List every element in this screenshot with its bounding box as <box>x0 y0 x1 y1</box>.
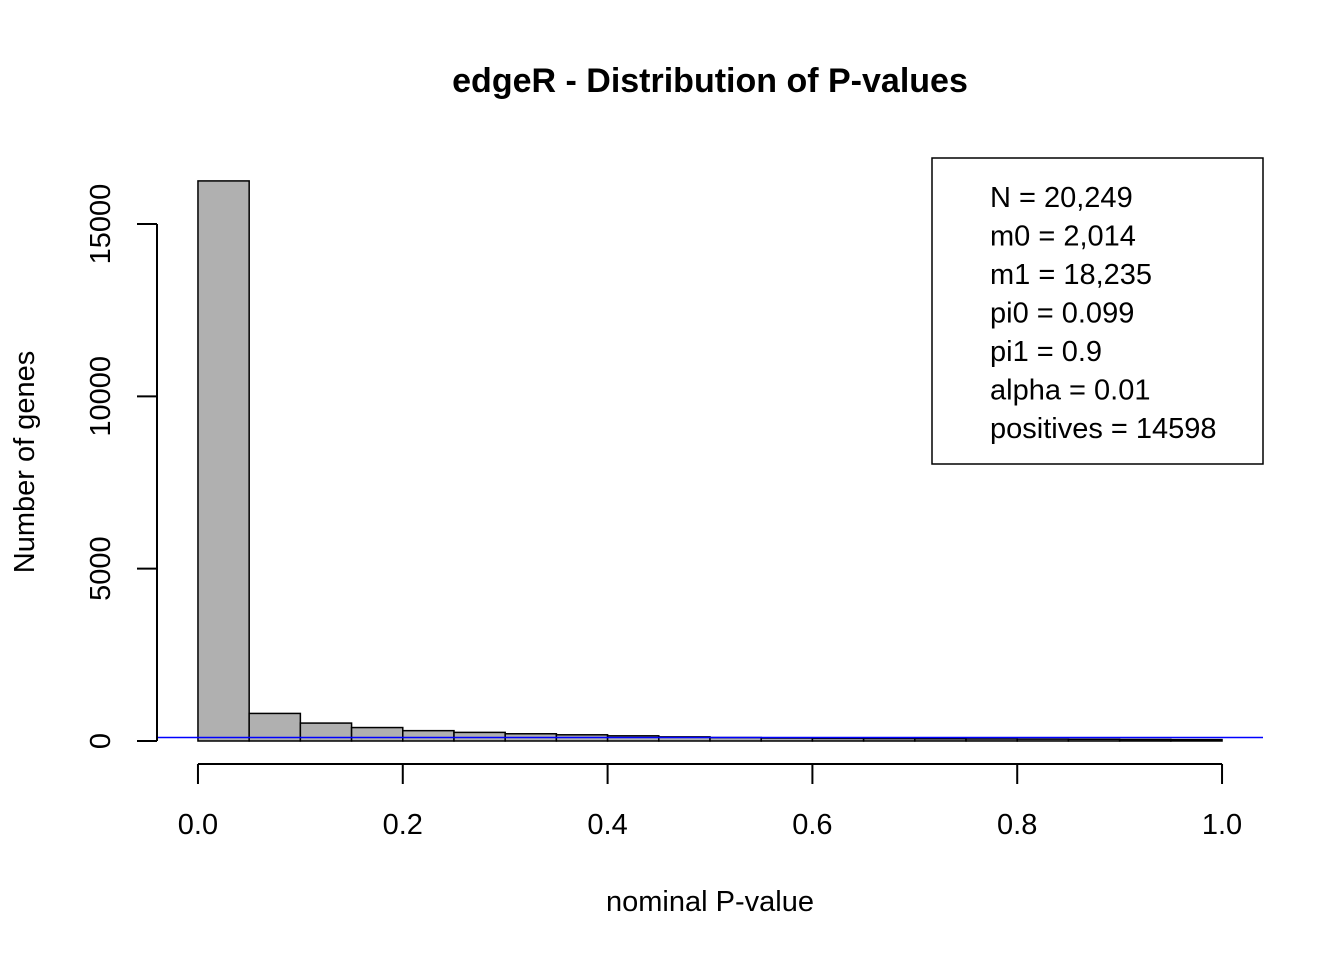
legend-entry: m1 = 18,235 <box>990 259 1152 291</box>
x-tick-label: 0.2 <box>383 809 423 841</box>
histogram-bar <box>453 731 506 742</box>
legend-entry: pi0 = 0.099 <box>990 298 1134 330</box>
histogram-bar <box>402 729 455 742</box>
histogram-bar <box>914 738 967 742</box>
legend-entry: positives = 14598 <box>990 413 1217 445</box>
histogram-bars <box>197 180 1223 742</box>
histogram-bar <box>350 726 404 742</box>
x-tick-label: 0.4 <box>587 809 627 841</box>
histogram-bar <box>248 712 302 742</box>
y-tick-label: 10000 <box>85 356 117 437</box>
y-tick-label: 5000 <box>85 536 117 601</box>
histogram-bar <box>965 738 1018 742</box>
legend: N = 20,249 m0 = 2,014 m1 = 18,235 pi0 = 0.0… <box>931 157 1264 465</box>
y-tick-label: 15000 <box>85 184 117 265</box>
histogram-bar <box>1118 738 1172 742</box>
histogram-bar <box>299 722 353 742</box>
legend-entry: pi1 = 0.9 <box>990 336 1102 368</box>
histogram-bar <box>197 180 250 742</box>
histogram-bar <box>1170 738 1223 742</box>
y-tick-label: 0 <box>85 733 117 749</box>
x-tick-label: 1.0 <box>1202 809 1242 841</box>
x-tick-label: 0.8 <box>997 809 1037 841</box>
y-axis: 0 5000 10000 15000 <box>85 184 158 749</box>
histogram-bar <box>862 737 916 742</box>
x-axis-label: nominal P-value <box>606 886 814 918</box>
legend-box <box>931 157 1264 465</box>
x-axis: 0.0 0.2 0.4 0.6 0.8 1.0 <box>178 763 1242 841</box>
y-axis-label: Number of genes <box>9 351 41 573</box>
legend-entry: alpha = 0.01 <box>990 375 1150 407</box>
x-tick-label: 0.0 <box>178 809 218 841</box>
histogram-bar <box>1067 738 1121 742</box>
histogram-bar <box>606 735 660 742</box>
histogram-bar <box>811 737 865 742</box>
chart-title: edgeR - Distribution of P-values <box>452 62 968 100</box>
histogram-bar <box>760 737 814 742</box>
histogram-bar <box>1016 738 1070 742</box>
legend-entry: m0 = 2,014 <box>990 221 1136 253</box>
legend-entry: N = 20,249 <box>990 182 1133 214</box>
x-tick-label: 0.6 <box>792 809 832 841</box>
